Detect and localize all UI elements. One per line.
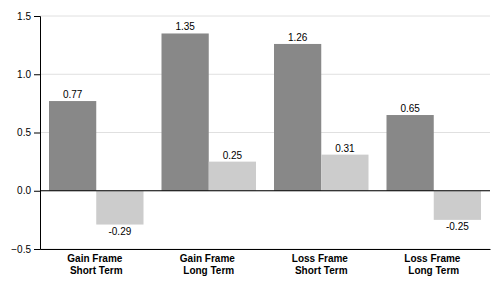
data-label: 0.25 [223, 150, 243, 161]
data-label: 0.77 [63, 89, 83, 100]
chart: −0.5 0.0 0.5 1.0 1.5 0.77 1.35 1.26 0.65 -0.29 0.2… [0, 0, 500, 287]
x-tick: Loss Frame Long Term [404, 253, 463, 276]
zero-line [40, 190, 490, 191]
y-tick-label: 0.5 [17, 127, 31, 138]
y-tick-mark [34, 249, 40, 250]
grid-line [40, 16, 490, 17]
y-tick-mark [34, 74, 40, 75]
y-axis: −0.5 0.0 0.5 1.0 1.5 [11, 11, 40, 255]
y-tick: 0.5 [17, 127, 40, 138]
data-labels: 0.77 1.35 1.26 0.65 -0.29 0.25 0.31 -0.25 [63, 21, 469, 236]
data-label: 1.26 [288, 32, 308, 43]
data-label: -0.25 [446, 221, 469, 232]
y-tick-mark [34, 16, 40, 17]
bar [49, 101, 96, 191]
bar [274, 44, 321, 191]
y-tick: 1.5 [17, 11, 40, 22]
y-tick-label: 1.5 [17, 11, 31, 22]
y-tick-mark [34, 133, 40, 134]
y-tick: 0.0 [17, 185, 40, 196]
y-tick-label: −0.5 [11, 244, 31, 255]
data-label: 0.65 [400, 103, 420, 114]
bar [209, 162, 256, 191]
bar [162, 33, 209, 190]
bar [321, 155, 368, 191]
y-axis-line [34, 17, 41, 250]
y-tick: 1.0 [17, 69, 40, 80]
grid-line [40, 74, 490, 75]
x-tick-label: Gain Frame Short Term [67, 253, 125, 276]
x-tick-label: Loss Frame Long Term [404, 253, 463, 276]
grid-line [40, 190, 490, 191]
x-tick-label: Loss Frame Short Term [292, 253, 351, 276]
bar [96, 191, 143, 225]
data-label: -0.29 [108, 226, 131, 237]
bars [49, 33, 481, 224]
bar [387, 115, 434, 191]
x-axis: Gain Frame Short Term Gain Frame Long Ter… [41, 250, 491, 276]
x-tick: Loss Frame Short Term [292, 253, 351, 276]
grid [40, 16, 490, 249]
x-tick: Gain Frame Short Term [67, 253, 125, 276]
x-tick-label: Gain Frame Long Term [180, 253, 238, 276]
y-tick-label: 0.0 [17, 185, 31, 196]
y-tick: −0.5 [11, 244, 40, 255]
bar [434, 191, 481, 220]
y-tick-mark [34, 191, 40, 192]
x-tick: Gain Frame Long Term [180, 253, 238, 276]
grid-line [40, 249, 490, 250]
data-label: 0.31 [335, 143, 355, 154]
x-axis-line [41, 249, 491, 250]
data-label: 1.35 [175, 21, 195, 32]
y-tick-label: 1.0 [17, 69, 31, 80]
